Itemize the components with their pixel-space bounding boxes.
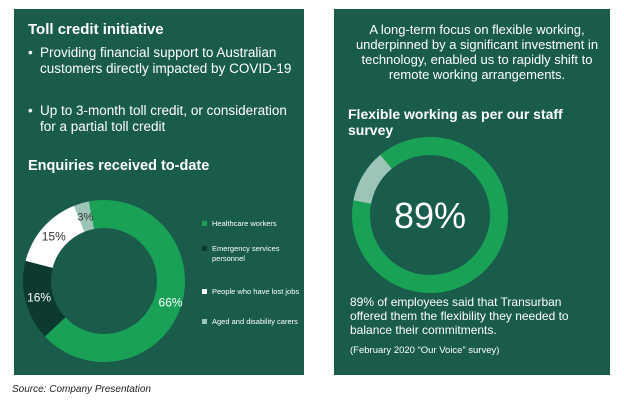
flexible-working-donut-chart: 89% bbox=[352, 137, 508, 293]
bullet-text: Providing financial support to Australia… bbox=[40, 45, 292, 76]
legend-label: Healthcare workers bbox=[212, 219, 277, 228]
bullet-text: Up to 3-month toll credit, or considerat… bbox=[40, 103, 287, 134]
bullet-glyph: • bbox=[28, 103, 33, 118]
chart-title: Enquiries received to-date bbox=[28, 158, 210, 174]
slice-label-1: 16% bbox=[27, 291, 51, 305]
legend-swatch bbox=[202, 221, 207, 226]
slice-label-2: 15% bbox=[42, 230, 66, 244]
legend-label: Aged and disability carers bbox=[212, 317, 298, 326]
center-percentage-label: 89% bbox=[394, 195, 466, 236]
legend-item-3: Aged and disability carers bbox=[202, 317, 300, 327]
toll-credit-panel: Toll credit initiative • Providing finan… bbox=[14, 9, 304, 375]
donut-slice-1 bbox=[23, 260, 66, 337]
donut-slice-2 bbox=[25, 205, 85, 268]
survey-description: 89% of employees said that Transurban of… bbox=[350, 295, 569, 337]
legend-swatch bbox=[202, 289, 207, 294]
bullet-item: • Providing financial support to Austral… bbox=[28, 45, 298, 77]
slice-label-3: 3% bbox=[77, 212, 93, 224]
legend-swatch bbox=[202, 319, 207, 324]
source-caption: Source: Company Presentation bbox=[12, 384, 151, 395]
legend-item-2: People who have lost jobs bbox=[202, 287, 300, 297]
bullet-glyph: • bbox=[28, 45, 33, 60]
chart-title: Flexible working as per our staff survey bbox=[348, 106, 563, 138]
slice-label-0: 66% bbox=[159, 296, 183, 310]
bullet-item: • Up to 3-month toll credit, or consider… bbox=[28, 103, 298, 135]
legend-label: People who have lost jobs bbox=[212, 287, 300, 296]
legend-item-0: Healthcare workers bbox=[202, 219, 300, 229]
legend-label: Emergency services personnel bbox=[212, 244, 280, 263]
legend-item-1: Emergency services personnel bbox=[202, 244, 300, 264]
donut-slice-1 bbox=[353, 154, 392, 204]
donut-slice-3 bbox=[74, 201, 95, 232]
enquiries-donut-chart: 66% 16% 15% 3% bbox=[23, 200, 185, 362]
intro-text: A long-term focus on flexible working, u… bbox=[355, 22, 599, 82]
survey-note: (February 2020 “Our Voice” survey) bbox=[350, 345, 500, 356]
panel-title: Toll credit initiative bbox=[28, 21, 164, 38]
flexible-working-panel: A long-term focus on flexible working, u… bbox=[334, 9, 610, 375]
legend-swatch bbox=[202, 246, 207, 251]
donut-slice-0 bbox=[44, 200, 185, 362]
